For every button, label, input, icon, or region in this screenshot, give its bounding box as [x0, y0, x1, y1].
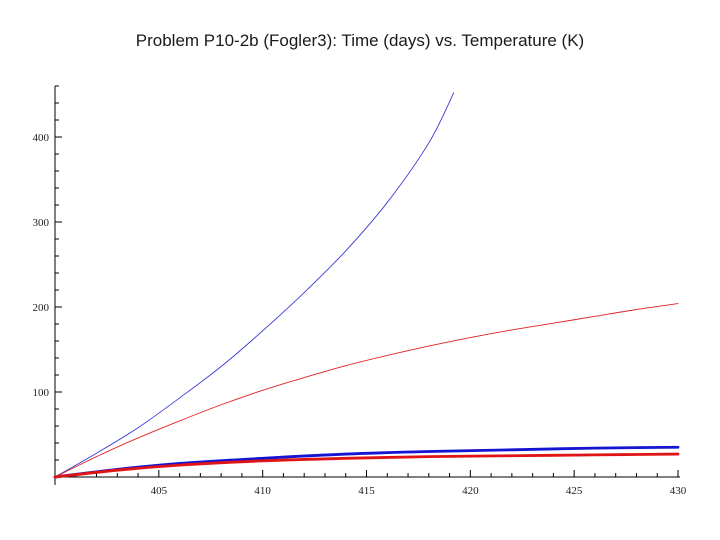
x-tick-label: 430: [670, 485, 687, 497]
x-ticks: 405 410 415 420 425 430: [75, 470, 687, 497]
y-tick-label: 300: [33, 217, 50, 229]
axes: [54, 86, 680, 485]
x-tick-label: 425: [566, 485, 583, 497]
x-tick-label: 410: [254, 485, 271, 497]
series-lines: [53, 92, 680, 479]
series-line-1: [54, 92, 455, 478]
series-line-4: [53, 452, 680, 479]
y-ticks: 100 200 300 400: [33, 85, 62, 461]
series-line-2: [54, 303, 679, 478]
x-tick-label: 415: [358, 485, 375, 497]
y-tick-label: 400: [33, 132, 50, 144]
chart-title: Problem P10-2b (Fogler3): Time (days) vs…: [135, 31, 585, 50]
x-tick-label: 420: [462, 485, 479, 497]
y-tick-label: 100: [33, 387, 50, 399]
x-tick-label: 405: [151, 485, 168, 497]
y-tick-label: 200: [33, 302, 50, 314]
